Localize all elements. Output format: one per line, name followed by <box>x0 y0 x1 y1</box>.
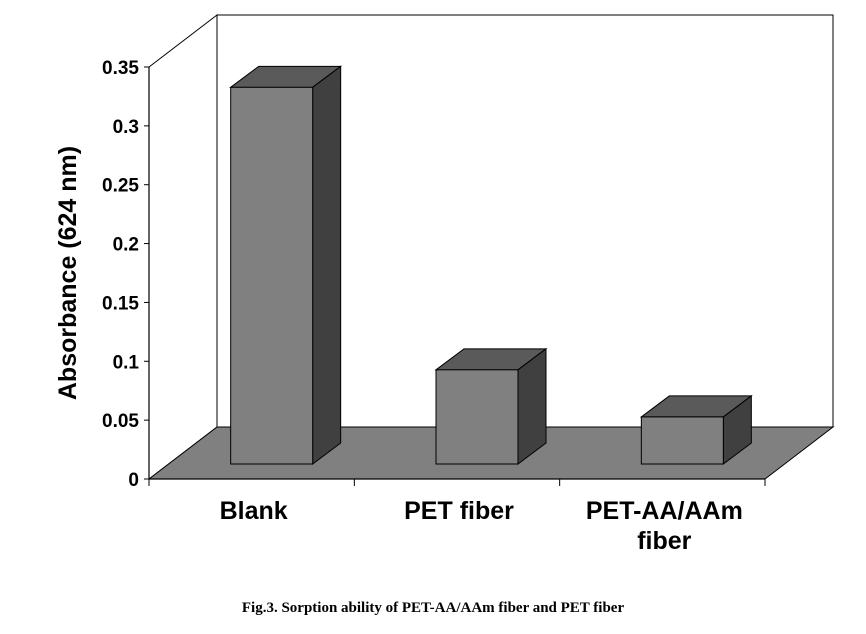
y-tick-label: 0.05 <box>102 411 139 432</box>
y-tick-label: 0.15 <box>102 293 139 314</box>
figure-caption: Fig.3. Sorption ability of PET-AA/AAm fi… <box>241 600 625 616</box>
y-tick-label: 0.3 <box>113 117 139 138</box>
y-tick-label: 0.1 <box>113 352 140 373</box>
bar <box>639 394 753 465</box>
x-category-label-line: Blank <box>220 497 288 525</box>
y-axis-title: Absorbance (624 nm) <box>54 146 82 400</box>
x-category-label: Blank <box>220 497 288 525</box>
y-tick-label: 0.25 <box>102 176 139 197</box>
bar-front-face <box>640 416 724 465</box>
y-tick-labels: 0 0.05 0.1 0.15 0.2 0.25 0.3 0.35 <box>102 58 139 491</box>
bar-side-face <box>517 347 547 465</box>
y-tick-label: 0.2 <box>113 235 139 256</box>
chart-bars <box>229 65 753 465</box>
bar <box>229 65 343 465</box>
bar-front-face <box>435 369 519 465</box>
chart-walls <box>148 13 834 481</box>
bar-side-face <box>312 65 342 465</box>
x-category-label-line: fiber <box>637 527 691 555</box>
x-category-label: PET-AA/AAm fiber <box>586 497 743 555</box>
left-wall <box>148 13 218 481</box>
bar-front-face <box>230 86 314 465</box>
x-category-labels: Blank PET fiber PET-AA/AAm fiber <box>220 497 743 555</box>
x-category-label: PET fiber <box>404 497 514 525</box>
bar <box>434 347 548 465</box>
chart-axes <box>144 66 766 486</box>
x-category-label-line: PET fiber <box>404 497 514 525</box>
x-category-label-line: PET-AA/AAm <box>586 497 743 525</box>
y-tick-label: 0.35 <box>102 58 139 79</box>
y-tick-label: 0 <box>128 470 139 491</box>
